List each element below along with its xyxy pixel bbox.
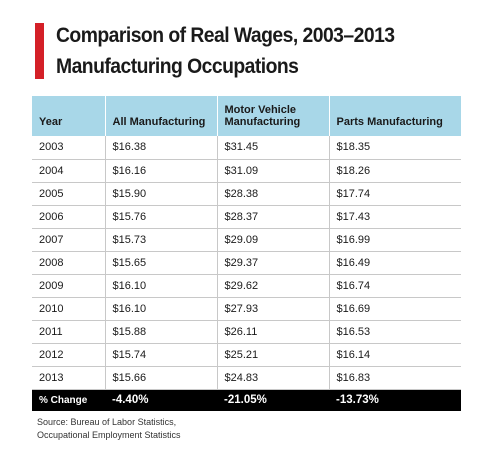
- cell-year: 2011: [32, 320, 105, 344]
- cell-all-manufacturing: $15.74: [104, 343, 217, 367]
- cell-all-manufacturing: $15.90: [104, 182, 217, 206]
- cell-all-manufacturing: $15.76: [104, 205, 217, 229]
- cell-all-manufacturing: $15.65: [104, 251, 217, 275]
- table-row: 2013 $15.66 $24.83 $16.83: [32, 366, 461, 390]
- cell-motor-vehicle: $28.37: [216, 205, 329, 229]
- header-motor-vehicle: Motor Vehicle Manufacturing: [216, 96, 329, 136]
- change-label: % Change: [39, 394, 88, 406]
- cell-year: 2006: [32, 205, 105, 229]
- cell-parts-manufacturing: $16.53: [328, 320, 461, 344]
- cell-year: 2013: [32, 366, 105, 390]
- cell-all-manufacturing: $16.38: [104, 136, 217, 160]
- header-all-manufacturing: All Manufacturing: [104, 96, 217, 136]
- cell-parts-manufacturing: $18.35: [328, 136, 461, 160]
- table-row: 2006 $15.76 $28.37 $17.43: [32, 205, 461, 229]
- table-header: Year All Manufacturing Motor Vehicle Man…: [32, 96, 461, 136]
- cell-motor-vehicle: $24.83: [216, 366, 329, 390]
- cell-all-manufacturing: $15.88: [104, 320, 217, 344]
- title-block: Comparison of Real Wages, 2003–2013 Manu…: [35, 20, 470, 82]
- source-line-1: Source: Bureau of Labor Statistics,: [37, 417, 177, 427]
- source-note: Source: Bureau of Labor Statistics, Occu…: [37, 416, 181, 442]
- cell-motor-vehicle: $31.09: [216, 159, 329, 183]
- page-title: Comparison of Real Wages, 2003–2013 Manu…: [56, 20, 395, 82]
- cell-parts-manufacturing: $17.43: [328, 205, 461, 229]
- cell-motor-vehicle: $26.11: [216, 320, 329, 344]
- table-row: 2008 $15.65 $29.37 $16.49: [32, 251, 461, 275]
- title-line-2: Manufacturing Occupations: [56, 54, 299, 78]
- table-body: 2003 $16.38 $31.45 $18.35 2004 $16.16 $31.09 $1…: [32, 136, 461, 390]
- table-row: 2007 $15.73 $29.09 $16.99: [32, 228, 461, 252]
- cell-parts-manufacturing: $16.14: [328, 343, 461, 367]
- header-parts-manufacturing: Parts Manufacturing: [328, 96, 461, 136]
- source-line-2: Occupational Employment Statistics: [37, 430, 181, 440]
- change-parts-manufacturing: -13.73%: [336, 394, 379, 407]
- cell-parts-manufacturing: $16.99: [328, 228, 461, 252]
- table-footer: % Change -4.40% -21.05% -13.73%: [32, 389, 461, 411]
- cell-all-manufacturing: $16.10: [104, 274, 217, 298]
- cell-year: 2009: [32, 274, 105, 298]
- table-row: 2010 $16.10 $27.93 $16.69: [32, 297, 461, 321]
- cell-parts-manufacturing: $16.74: [328, 274, 461, 298]
- cell-year: 2012: [32, 343, 105, 367]
- cell-motor-vehicle: $31.45: [216, 136, 329, 160]
- cell-year: 2003: [32, 136, 105, 160]
- table-row: 2003 $16.38 $31.45 $18.35: [32, 136, 461, 160]
- cell-motor-vehicle: $29.37: [216, 251, 329, 275]
- header-row: Year All Manufacturing Motor Vehicle Man…: [32, 96, 461, 136]
- cell-year: 2005: [32, 182, 105, 206]
- table-row: 2004 $16.16 $31.09 $18.26: [32, 159, 461, 183]
- change-motor-vehicle: -21.05%: [224, 394, 267, 407]
- cell-motor-vehicle: $27.93: [216, 297, 329, 321]
- cell-motor-vehicle: $28.38: [216, 182, 329, 206]
- cell-parts-manufacturing: $18.26: [328, 159, 461, 183]
- table-row: 2012 $15.74 $25.21 $16.14: [32, 343, 461, 367]
- cell-motor-vehicle: $29.09: [216, 228, 329, 252]
- cell-parts-manufacturing: $17.74: [328, 182, 461, 206]
- header-year: Year: [39, 116, 63, 128]
- cell-parts-manufacturing: $16.83: [328, 366, 461, 390]
- cell-year: 2007: [32, 228, 105, 252]
- table-row: 2011 $15.88 $26.11 $16.53: [32, 320, 461, 344]
- change-row: % Change -4.40% -21.05% -13.73%: [32, 389, 461, 411]
- title-line-1: Comparison of Real Wages, 2003–2013: [56, 23, 395, 47]
- cell-year: 2010: [32, 297, 105, 321]
- cell-motor-vehicle: $25.21: [216, 343, 329, 367]
- cell-year: 2004: [32, 159, 105, 183]
- cell-all-manufacturing: $15.73: [104, 228, 217, 252]
- cell-all-manufacturing: $16.10: [104, 297, 217, 321]
- change-all-manufacturing: -4.40%: [112, 394, 149, 407]
- cell-all-manufacturing: $16.16: [104, 159, 217, 183]
- table-row: 2009 $16.10 $29.62 $16.74: [32, 274, 461, 298]
- cell-year: 2008: [32, 251, 105, 275]
- cell-parts-manufacturing: $16.49: [328, 251, 461, 275]
- cell-all-manufacturing: $15.66: [104, 366, 217, 390]
- cell-motor-vehicle: $29.62: [216, 274, 329, 298]
- title-accent-bar: [35, 23, 44, 79]
- table-row: 2005 $15.90 $28.38 $17.74: [32, 182, 461, 206]
- wages-table: Year All Manufacturing Motor Vehicle Man…: [32, 96, 461, 411]
- cell-parts-manufacturing: $16.69: [328, 297, 461, 321]
